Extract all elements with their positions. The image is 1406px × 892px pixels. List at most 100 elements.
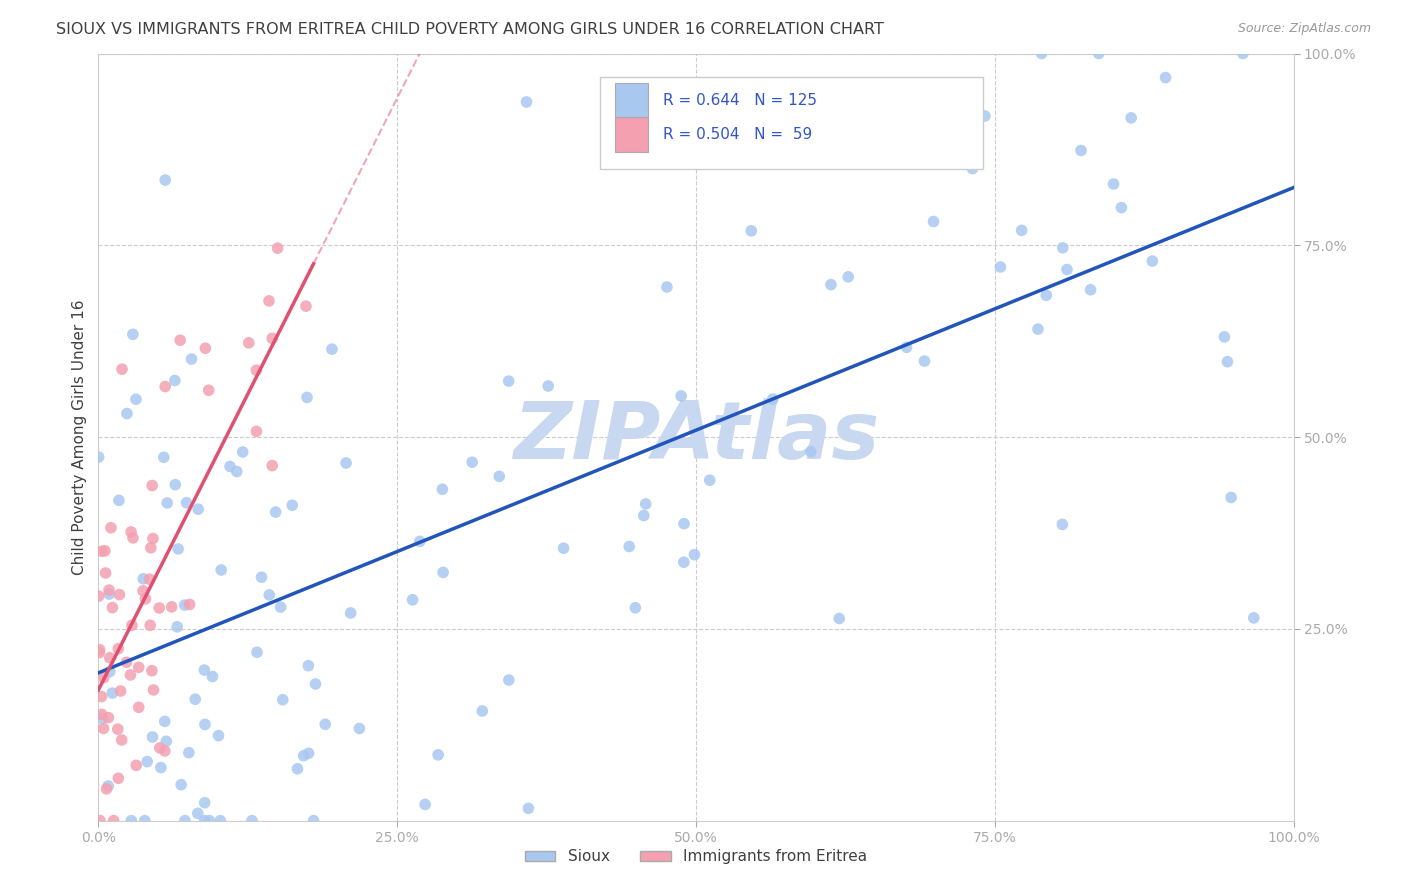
Point [297, 746, 319, 760]
Point [281, 498, 304, 512]
Point [517, 801, 540, 815]
Point [271, 692, 294, 706]
Point [401, 592, 423, 607]
Point [128, 700, 150, 714]
Point [107, 771, 129, 785]
Point [1070, 144, 1092, 158]
Point [427, 747, 450, 762]
Point [155, 173, 177, 187]
Point [207, 729, 229, 743]
Point [90, 544, 112, 558]
Point [240, 814, 263, 828]
Point [1111, 201, 1133, 215]
Point [121, 618, 143, 632]
Point [1154, 70, 1177, 85]
Point [153, 714, 176, 729]
Point [270, 600, 292, 615]
Point [432, 566, 454, 580]
Point [134, 591, 156, 606]
Point [1026, 322, 1049, 336]
Point [91, 711, 114, 725]
Point [238, 335, 260, 350]
Point [138, 572, 160, 586]
Point [894, 101, 917, 115]
Point [683, 548, 706, 562]
Point [148, 601, 170, 615]
Point [89, 646, 111, 660]
Text: ZIPAtlas: ZIPAtlas [513, 398, 879, 476]
Point [287, 762, 309, 776]
Point [672, 516, 695, 531]
Point [94, 566, 117, 580]
Point [245, 363, 267, 377]
Point [1080, 283, 1102, 297]
Point [762, 392, 785, 406]
Point [122, 531, 145, 545]
Legend: Sioux, Immigrants from Eritrea: Sioux, Immigrants from Eritrea [519, 843, 873, 871]
FancyBboxPatch shape [600, 77, 983, 169]
Point [688, 154, 710, 169]
Point [89, 642, 111, 657]
Point [461, 455, 484, 469]
Point [1035, 288, 1057, 302]
Point [1142, 254, 1164, 268]
Point [1087, 46, 1109, 61]
Point [101, 600, 124, 615]
Point [115, 655, 138, 669]
Point [266, 241, 288, 255]
FancyBboxPatch shape [614, 117, 648, 152]
Point [193, 663, 215, 677]
Point [471, 704, 494, 718]
Point [339, 606, 361, 620]
Point [619, 540, 641, 554]
Point [432, 482, 454, 496]
Point [115, 407, 138, 421]
Point [292, 748, 315, 763]
Point [139, 618, 162, 632]
Point [184, 692, 207, 706]
Point [201, 669, 224, 683]
Text: Source: ZipAtlas.com: Source: ZipAtlas.com [1237, 22, 1371, 36]
Point [1216, 354, 1239, 368]
Text: R = 0.644   N = 125: R = 0.644 N = 125 [662, 93, 817, 108]
Point [1011, 223, 1033, 237]
Point [97, 779, 120, 793]
Point [335, 456, 357, 470]
Point [93, 722, 115, 736]
Point [553, 541, 575, 556]
Point [837, 269, 859, 284]
Point [209, 563, 232, 577]
Point [828, 611, 851, 625]
Point [120, 668, 142, 682]
Point [1031, 46, 1053, 61]
Point [155, 734, 177, 748]
Point [142, 532, 165, 546]
Point [1052, 517, 1074, 532]
Point [90, 690, 112, 704]
Point [922, 214, 945, 228]
Point [187, 502, 209, 516]
Point [180, 352, 202, 367]
Point [165, 477, 187, 491]
Point [90, 707, 112, 722]
Point [321, 342, 343, 356]
Point [111, 362, 134, 376]
Point [655, 280, 678, 294]
Point [149, 740, 172, 755]
Point [160, 599, 183, 614]
Point [349, 722, 371, 736]
Point [174, 814, 197, 828]
Point [295, 391, 318, 405]
Point [633, 508, 655, 523]
Point [800, 444, 823, 458]
Point [245, 425, 267, 439]
Point [740, 224, 762, 238]
Point [262, 331, 284, 345]
Point [153, 744, 176, 758]
Point [108, 493, 131, 508]
Point [87, 589, 110, 603]
Point [413, 797, 436, 812]
Point [141, 730, 163, 744]
Point [139, 541, 162, 555]
Point [219, 459, 242, 474]
